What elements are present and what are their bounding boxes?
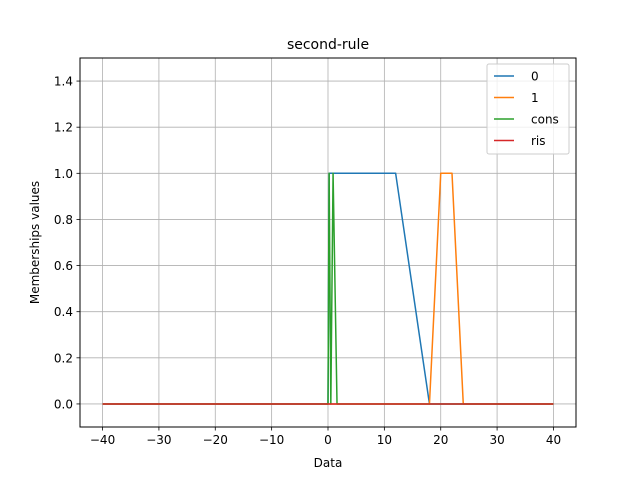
y-tick-label: 1.0 <box>54 167 73 181</box>
x-tick-label: 10 <box>377 433 392 447</box>
plot-series <box>102 172 554 405</box>
x-tick-label: −40 <box>90 433 115 447</box>
x-tick-label: 30 <box>489 433 504 447</box>
legend-label-cons: cons <box>531 113 559 127</box>
chart-title: second-rule <box>287 37 369 53</box>
legend-label-0: 0 <box>531 70 539 84</box>
legend-box <box>486 63 570 155</box>
y-tick-label: 0.4 <box>54 305 73 319</box>
y-tick-label: 1.2 <box>54 121 73 135</box>
x-axis-label: Data <box>314 456 343 470</box>
x-axis-ticks: −40 −30 −20 −10 0 10 20 30 40 <box>90 427 561 447</box>
x-tick-label: −20 <box>203 433 228 447</box>
y-tick-label: 0.6 <box>54 259 73 273</box>
legend: 0 1 cons ris <box>486 63 570 155</box>
y-tick-label: 0.0 <box>54 397 73 411</box>
y-tick-label: 0.2 <box>54 351 73 365</box>
x-tick-label: 0 <box>324 433 332 447</box>
x-tick-label: 40 <box>546 433 561 447</box>
x-tick-label: −30 <box>146 433 171 447</box>
y-axis-label: Memberships values <box>28 181 42 304</box>
legend-label-ris: ris <box>531 134 546 148</box>
y-axis-ticks: 0.0 0.2 0.4 0.6 0.8 1.0 1.2 1.4 <box>54 75 80 411</box>
legend-label-1: 1 <box>531 91 539 105</box>
y-tick-label: 0.8 <box>54 213 73 227</box>
x-tick-label: −10 <box>259 433 284 447</box>
x-tick-label: 20 <box>433 433 448 447</box>
y-tick-label: 1.4 <box>54 75 73 89</box>
